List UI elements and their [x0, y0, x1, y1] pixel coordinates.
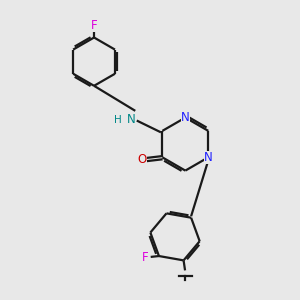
Text: O: O [138, 153, 147, 166]
Text: F: F [91, 19, 98, 32]
Text: N: N [181, 111, 190, 124]
Text: H: H [114, 115, 122, 125]
Text: N: N [204, 151, 213, 164]
Text: N: N [127, 113, 136, 126]
Text: F: F [142, 251, 148, 264]
